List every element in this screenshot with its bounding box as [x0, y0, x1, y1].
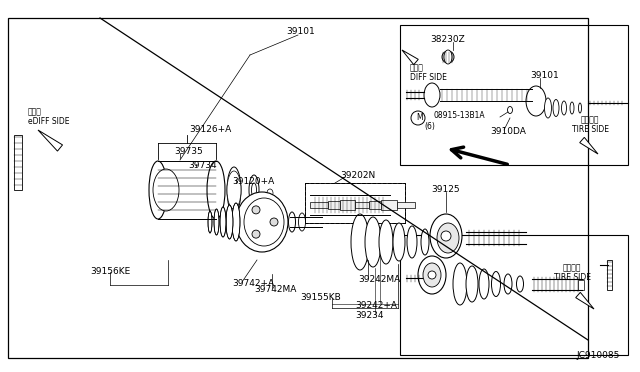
Ellipse shape [516, 276, 524, 292]
Text: デフ側: デフ側 [410, 64, 424, 73]
Ellipse shape [411, 111, 425, 125]
Bar [355, 202, 369, 208]
Ellipse shape [232, 203, 240, 241]
Text: 39155KB: 39155KB [300, 294, 340, 302]
Ellipse shape [407, 226, 417, 258]
Text: DIFF SIDE: DIFF SIDE [410, 74, 447, 83]
Text: タイヤ側: タイヤ側 [580, 115, 599, 125]
Text: 39742MA: 39742MA [254, 285, 296, 295]
Text: 39234: 39234 [355, 311, 383, 320]
Bar [310, 202, 328, 208]
Ellipse shape [508, 106, 513, 113]
Bar [400, 235, 628, 355]
Ellipse shape [492, 272, 500, 296]
Ellipse shape [479, 269, 489, 299]
Ellipse shape [226, 205, 233, 239]
Ellipse shape [227, 167, 241, 213]
Text: 39126+A: 39126+A [189, 125, 231, 134]
Ellipse shape [270, 218, 278, 226]
Ellipse shape [236, 192, 288, 252]
Polygon shape [576, 292, 594, 309]
Text: タイヤ側: タイヤ側 [563, 263, 581, 273]
Ellipse shape [379, 220, 393, 264]
Bar [397, 202, 415, 208]
Ellipse shape [421, 229, 429, 255]
Ellipse shape [365, 217, 381, 267]
Ellipse shape [570, 102, 574, 114]
Ellipse shape [504, 274, 512, 294]
Text: 39202N: 39202N [340, 170, 375, 180]
Ellipse shape [351, 214, 369, 270]
Text: 08915-13B1A: 08915-13B1A [434, 110, 486, 119]
Text: 39125: 39125 [431, 186, 460, 195]
Text: 3910DA: 3910DA [490, 128, 526, 137]
Ellipse shape [244, 198, 284, 246]
Ellipse shape [442, 51, 454, 63]
Ellipse shape [466, 266, 478, 302]
Ellipse shape [579, 103, 582, 113]
Ellipse shape [252, 183, 257, 197]
Text: デフ側: デフ側 [28, 108, 42, 116]
Polygon shape [580, 137, 598, 154]
Bar [381, 200, 397, 210]
Polygon shape [38, 130, 63, 151]
Ellipse shape [424, 83, 440, 107]
Text: M: M [417, 113, 423, 122]
Ellipse shape [153, 169, 179, 211]
Ellipse shape [227, 171, 241, 209]
Ellipse shape [207, 161, 225, 219]
Ellipse shape [553, 99, 559, 116]
Text: 39734: 39734 [188, 160, 216, 170]
Bar [400, 25, 628, 165]
Ellipse shape [437, 223, 459, 253]
Bar [607, 260, 612, 290]
Text: 39156KE: 39156KE [90, 267, 131, 276]
Ellipse shape [208, 211, 212, 233]
Ellipse shape [252, 230, 260, 238]
Ellipse shape [298, 213, 305, 231]
Bar [305, 183, 405, 223]
Text: 38230Z: 38230Z [431, 35, 465, 45]
Ellipse shape [453, 263, 467, 305]
Ellipse shape [441, 231, 451, 241]
Ellipse shape [430, 214, 462, 258]
Text: 39101: 39101 [530, 71, 559, 80]
Text: TIRE SIDE: TIRE SIDE [572, 125, 609, 135]
Ellipse shape [214, 209, 219, 235]
Bar [328, 201, 340, 209]
Text: 39735: 39735 [174, 147, 203, 155]
Ellipse shape [267, 189, 273, 197]
Ellipse shape [418, 256, 446, 294]
Text: 39242MA: 39242MA [358, 276, 400, 285]
Bar [14, 135, 22, 190]
Ellipse shape [149, 161, 167, 219]
Bar [305, 183, 405, 223]
Ellipse shape [393, 223, 405, 261]
Ellipse shape [423, 263, 441, 287]
Bar [340, 200, 355, 210]
Text: 39242+A: 39242+A [355, 301, 397, 310]
Ellipse shape [270, 197, 278, 207]
Bar [369, 201, 381, 209]
Ellipse shape [220, 207, 226, 237]
Ellipse shape [545, 98, 552, 118]
Text: 39742+A: 39742+A [232, 279, 274, 289]
Bar [578, 280, 584, 290]
Text: 39120+A: 39120+A [232, 176, 275, 186]
Text: 39101: 39101 [286, 28, 315, 36]
Ellipse shape [249, 175, 259, 205]
Text: TIRE SIDE: TIRE SIDE [554, 273, 591, 282]
Ellipse shape [526, 86, 546, 116]
Text: eDIFF SIDE: eDIFF SIDE [28, 118, 70, 126]
Text: (6): (6) [424, 122, 435, 131]
Ellipse shape [261, 193, 271, 207]
Ellipse shape [252, 206, 260, 214]
Ellipse shape [561, 101, 566, 115]
Ellipse shape [444, 50, 452, 64]
Ellipse shape [289, 212, 296, 232]
Text: JC910085: JC910085 [577, 352, 620, 360]
Polygon shape [402, 50, 419, 65]
Ellipse shape [428, 271, 436, 279]
